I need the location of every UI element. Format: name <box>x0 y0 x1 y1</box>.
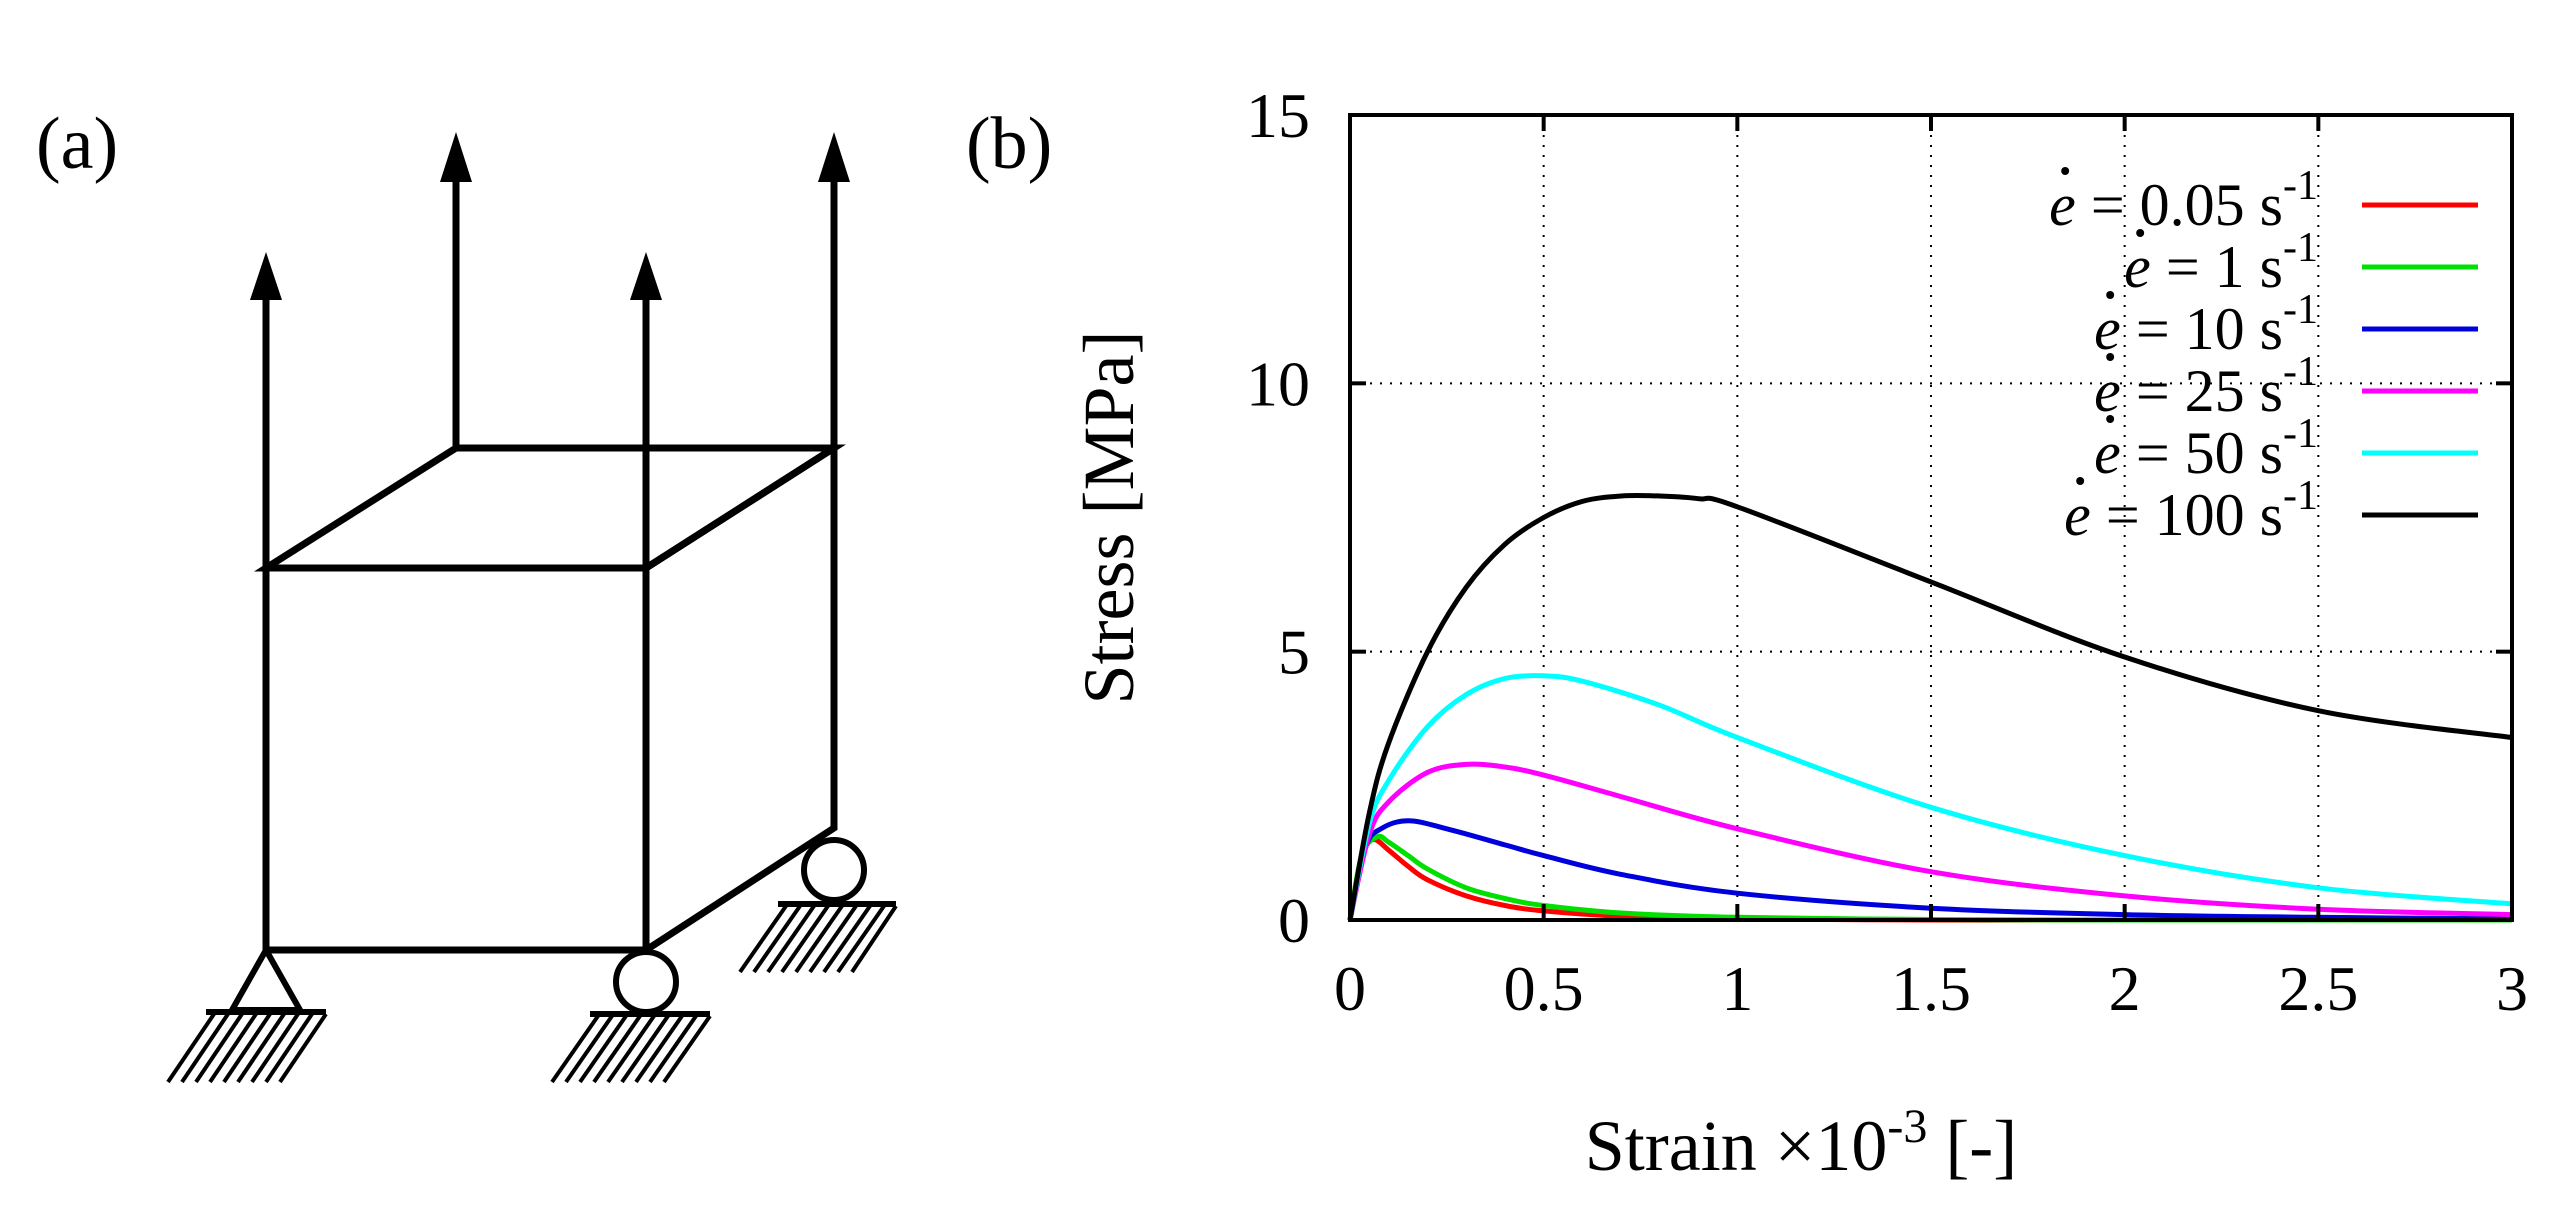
x-tick-label: 3 <box>2496 953 2528 1024</box>
x-axis-label: Strain ×10-3 [-] <box>1585 1100 2018 1186</box>
legend-label: e = 0.05 s-1 <box>2049 163 2318 238</box>
legend: e = 0.05 s-1e = 1 s-1e = 10 s-1e = 25 s-… <box>2049 163 2478 548</box>
x-axis-label-main: Strain ×10 <box>1585 1106 1888 1186</box>
legend-text-main: = 50 s <box>2121 420 2283 486</box>
legend-exponent: -1 <box>2283 349 2318 395</box>
legend-exponent: -1 <box>2283 225 2318 271</box>
series-line-4 <box>1347 673 2513 921</box>
legend-symbol: e <box>2094 358 2121 424</box>
legend-symbol: e <box>2049 172 2076 238</box>
legend-dot-icon <box>2106 291 2115 299</box>
box-right-face <box>642 441 838 957</box>
roller-support-icon <box>801 837 867 903</box>
series-line-5 <box>1347 492 2513 921</box>
y-tick-label: 0 <box>1278 885 1310 956</box>
legend-entry: e = 50 s-1 <box>2094 411 2478 486</box>
legend-label: e = 50 s-1 <box>2094 411 2318 486</box>
legend-exponent: -1 <box>2283 473 2318 519</box>
legend-symbol: e <box>2094 296 2121 362</box>
legend-entry: e = 1 s-1 <box>2124 225 2478 300</box>
legend-label: e = 25 s-1 <box>2094 349 2318 424</box>
x-tick-label: 1.5 <box>1891 953 1971 1024</box>
y-tick-label: 10 <box>1246 348 1310 419</box>
supports <box>166 837 898 1084</box>
legend-entry: e = 10 s-1 <box>2094 287 2478 362</box>
x-tick-label: 0 <box>1334 953 1366 1024</box>
legend-text-main: = 10 s <box>2121 296 2283 362</box>
panel-a: (a) <box>36 103 898 1084</box>
x-tick-label: 0.5 <box>1504 953 1584 1024</box>
legend-entry: e = 0.05 s-1 <box>2049 163 2478 238</box>
y-tick-label: 15 <box>1246 80 1310 151</box>
legend-text-main: = 1 s <box>2151 234 2283 300</box>
panel-a-label: (a) <box>36 103 118 185</box>
legend-exponent: -1 <box>2283 287 2318 333</box>
legend-exponent: -1 <box>2283 411 2318 457</box>
legend-text-main: = 100 s <box>2091 482 2283 548</box>
arrowhead-icon <box>818 132 850 182</box>
legend-symbol: e <box>2094 420 2121 486</box>
x-tick-label: 2.5 <box>2278 953 2358 1024</box>
axis-ticks: 0 0.5 1 1.5 2 2.5 3 0 5 10 15 <box>1246 80 2528 1024</box>
panel-b-label: (b) <box>966 103 1052 185</box>
legend-symbol: e <box>2064 482 2091 548</box>
ground-hatch-icon <box>166 1012 328 1084</box>
legend-symbol: e <box>2124 234 2151 300</box>
ground-hatch-icon <box>738 904 898 974</box>
x-tick-label: 1 <box>1721 953 1753 1024</box>
roller-support-icon <box>613 949 679 1015</box>
x-tick-label: 2 <box>2109 953 2141 1024</box>
legend-exponent: -1 <box>2283 163 2318 209</box>
legend-label: e = 100 s-1 <box>2064 473 2318 548</box>
box-diagram <box>253 170 846 957</box>
x-axis-label-exponent: -3 <box>1887 1100 1927 1153</box>
legend-dot-icon <box>2106 353 2115 361</box>
legend-dot-icon <box>2061 167 2070 175</box>
x-axis-label-unit: [-] <box>1927 1106 2017 1186</box>
legend-label: e = 10 s-1 <box>2094 287 2318 362</box>
y-tick-label: 5 <box>1278 617 1310 688</box>
arrowhead-icon <box>250 252 282 300</box>
box-top-face <box>253 444 846 572</box>
pin-support-icon <box>226 943 306 1013</box>
legend-entry: e = 25 s-1 <box>2094 349 2478 424</box>
series-line-3 <box>1347 761 2513 921</box>
legend-dot-icon <box>2106 415 2115 423</box>
legend-text-main: = 0.05 s <box>2076 172 2283 238</box>
grid <box>1350 115 2512 920</box>
legend-dot-icon <box>2076 477 2085 485</box>
legend-label: e = 1 s-1 <box>2124 225 2318 300</box>
legend-text-main: = 25 s <box>2121 358 2283 424</box>
legend-entry: e = 100 s-1 <box>2064 473 2478 548</box>
legend-dot-icon <box>2136 229 2145 237</box>
arrowhead-icon <box>440 132 472 182</box>
box-front-face <box>262 564 650 954</box>
arrowheads <box>250 132 850 300</box>
y-axis-label: Stress [MPa] <box>1069 331 1149 705</box>
series-line-2 <box>1347 818 2513 922</box>
arrowhead-icon <box>630 252 662 300</box>
ground-hatch-icon <box>550 1014 712 1084</box>
